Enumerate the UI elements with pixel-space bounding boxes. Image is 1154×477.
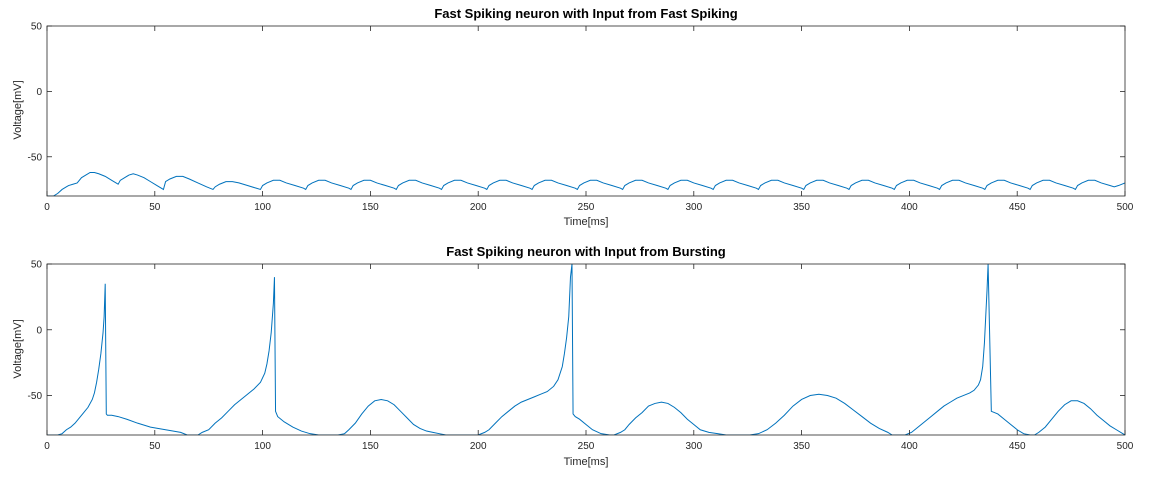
x-tick-label: 0 [44, 202, 50, 213]
y-axis-label: Voltage[mV] [12, 319, 24, 378]
plot-area [47, 264, 1125, 435]
x-tick-label: 200 [470, 441, 487, 452]
x-tick-label: 500 [1117, 202, 1134, 213]
plot-area [47, 26, 1125, 196]
x-axis-label: Time[ms] [564, 456, 609, 468]
x-axis-label: Time[ms] [564, 216, 609, 228]
chart-title: Fast Spiking neuron with Input from Burs… [446, 244, 726, 259]
x-tick-label: 150 [362, 202, 379, 213]
chart-title: Fast Spiking neuron with Input from Fast… [434, 6, 737, 21]
x-tick-label: 200 [470, 202, 487, 213]
x-tick-label: 300 [685, 441, 702, 452]
x-tick-label: 300 [685, 202, 702, 213]
y-tick-label: -50 [28, 391, 43, 402]
x-tick-label: 250 [578, 202, 595, 213]
x-tick-label: 350 [793, 202, 810, 213]
x-tick-label: 250 [578, 441, 595, 452]
y-axis-label: Voltage[mV] [12, 80, 24, 139]
y-tick-label: 0 [36, 325, 42, 336]
series-line [47, 171, 1125, 196]
x-tick-label: 350 [793, 441, 810, 452]
x-tick-label: 50 [149, 202, 161, 213]
x-tick-label: 400 [901, 202, 918, 213]
x-tick-label: 100 [254, 441, 271, 452]
x-tick-label: 150 [362, 441, 379, 452]
x-tick-label: 450 [1009, 441, 1026, 452]
x-tick-label: 0 [44, 441, 50, 452]
series-line [47, 264, 1125, 435]
x-tick-label: 50 [149, 441, 161, 452]
chart-bursting-input: Fast Spiking neuron with Input from Burs… [12, 244, 1134, 468]
y-tick-label: -50 [28, 152, 43, 163]
x-tick-label: 500 [1117, 441, 1134, 452]
y-tick-label: 0 [36, 87, 42, 98]
y-tick-label: 50 [31, 22, 43, 33]
x-tick-label: 100 [254, 202, 271, 213]
x-tick-label: 400 [901, 441, 918, 452]
x-tick-label: 450 [1009, 202, 1026, 213]
y-tick-label: 50 [31, 260, 43, 271]
chart-fast-spiking-input: Fast Spiking neuron with Input from Fast… [12, 6, 1134, 228]
